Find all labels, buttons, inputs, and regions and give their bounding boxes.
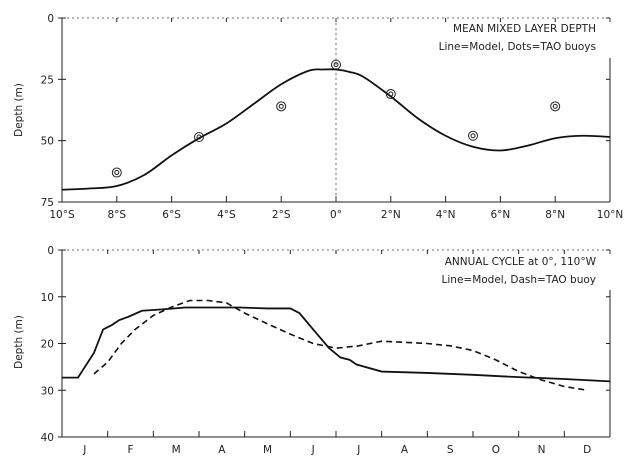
- panel-top-mean-mixed-layer-depth: MEAN MIXED LAYER DEPTH Line=Model, Dots=…: [13, 13, 623, 221]
- series-line-dashed: [93, 299, 588, 392]
- data-point-inner: [114, 170, 120, 176]
- data-point-outer: [194, 131, 204, 142]
- data-point-inner: [333, 62, 339, 68]
- data-point-inner: [388, 91, 394, 97]
- y-tick-label: 10: [41, 292, 54, 304]
- data-point-outer: [331, 59, 341, 70]
- x-tick-label: M: [172, 444, 181, 456]
- data-point-inner: [278, 103, 284, 109]
- annotation-bottom-line1: ANNUAL CYCLE at 0°, 110°W: [445, 256, 597, 268]
- data-point-inner: [552, 103, 558, 109]
- data-point: [111, 167, 122, 178]
- y-tick-label: 0: [47, 245, 54, 257]
- data-point: [276, 101, 287, 112]
- series-line-solid: [62, 306, 611, 383]
- y-tick-label: 25: [41, 74, 54, 86]
- x-tick-label: J: [356, 444, 360, 456]
- y-tick-label: 50: [41, 136, 54, 148]
- data-point: [194, 131, 204, 142]
- x-tick-label: 10°S: [49, 209, 75, 221]
- x-tick-label: J: [82, 444, 86, 456]
- annotation-bottom-line2: Line=Model, Dash=TAO buoy: [442, 274, 596, 286]
- x-tick-label: 4°N: [436, 209, 456, 221]
- y-tick-label: 0: [47, 13, 54, 25]
- y-tick-label: 40: [41, 432, 54, 444]
- data-point: [468, 130, 478, 141]
- data-point-outer: [276, 101, 287, 112]
- x-tick-label: 6°N: [491, 209, 511, 221]
- panel-bottom-annual-cycle: ANNUAL CYCLE at 0°, 110°W Line=Model, Da…: [13, 245, 611, 456]
- y-tick-label: 20: [41, 339, 54, 351]
- data-point-inner: [196, 134, 202, 140]
- x-tick-label: 8°N: [545, 209, 565, 221]
- x-tick-label: A: [401, 444, 409, 456]
- x-tick-label: 10°N: [597, 209, 623, 221]
- data-point: [550, 101, 561, 112]
- data-point-outer: [468, 130, 478, 141]
- x-tick-label: 2°S: [272, 209, 291, 221]
- annotation-top-line1: MEAN MIXED LAYER DEPTH: [453, 23, 596, 35]
- x-tick-label: S: [447, 444, 454, 456]
- data-point: [331, 59, 341, 70]
- x-tick-label: O: [492, 444, 500, 456]
- data-point-outer: [550, 101, 561, 112]
- data-point-outer: [111, 167, 122, 178]
- x-tick-label: 6°S: [162, 209, 181, 221]
- y-axis-label-bottom: Depth (m): [13, 315, 25, 369]
- x-tick-label: 0°: [330, 209, 342, 221]
- y-tick-label: 75: [41, 197, 54, 209]
- data-point-inner: [470, 133, 476, 139]
- x-tick-label: M: [263, 444, 272, 456]
- x-tick-label: 8°S: [107, 209, 126, 221]
- x-tick-label: 4°S: [217, 209, 236, 221]
- annotation-top-line2: Line=Model, Dots=TAO buoys: [439, 41, 596, 53]
- y-axis-label-top: Depth (m): [13, 83, 25, 137]
- x-tick-label: N: [538, 444, 546, 456]
- x-tick-label: J: [311, 444, 315, 456]
- x-tick-label: D: [583, 444, 591, 456]
- y-tick-label: 30: [41, 385, 54, 397]
- x-tick-label: F: [127, 444, 133, 456]
- data-point-outer: [385, 89, 396, 100]
- x-tick-label: A: [218, 444, 226, 456]
- data-point: [385, 89, 396, 100]
- x-tick-label: 2°N: [381, 209, 401, 221]
